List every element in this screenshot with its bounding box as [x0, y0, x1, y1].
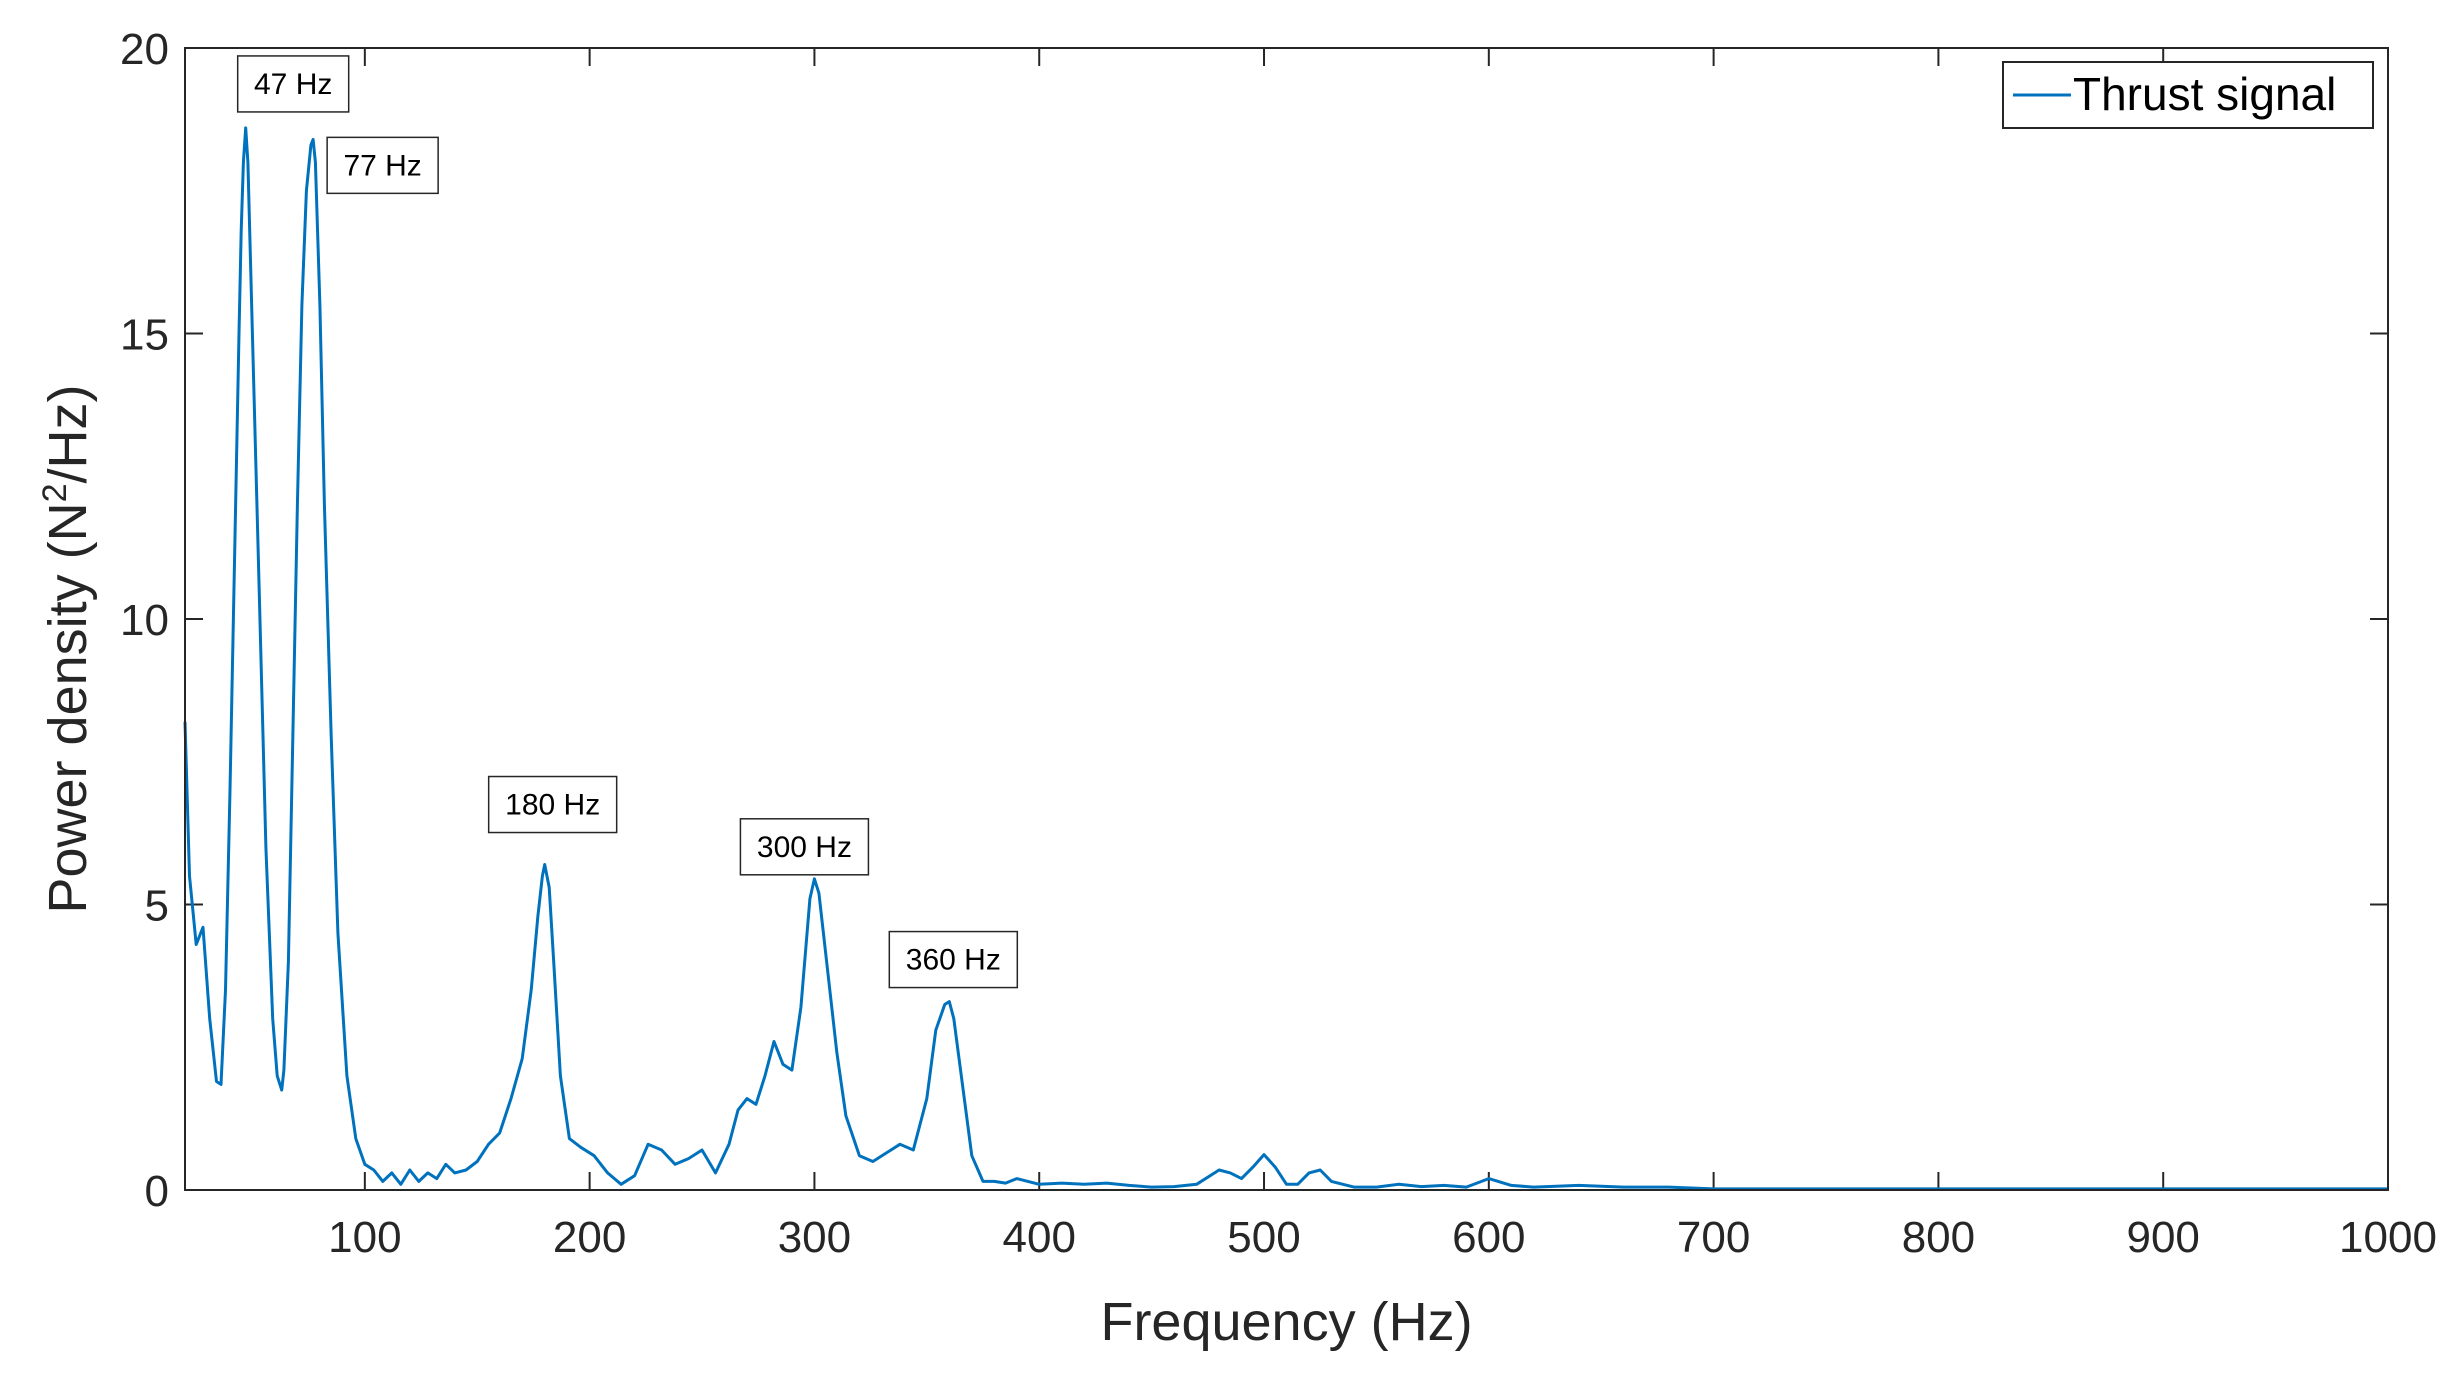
x-tick-label: 800 [1902, 1213, 1975, 1262]
x-tick-label: 1000 [2339, 1213, 2437, 1262]
annotation-callout: 360 Hz [888, 930, 1019, 989]
plot-frame [184, 47, 2389, 1191]
x-tick-label: 100 [328, 1213, 401, 1262]
annotation-box [739, 818, 870, 876]
y-axis-label-suffix: /Hz) [38, 384, 98, 483]
x-tick-label: 900 [2126, 1213, 2199, 1262]
y-axis-label-superscript: 2 [36, 483, 74, 502]
annotation-callout: 77 Hz [326, 136, 439, 195]
tick-labels: 100 200 300 400 500 600 700 800 900 1000 0 5 10 15 20 [120, 25, 2437, 1262]
annotation-box [487, 775, 618, 834]
x-axis-label: Frequency (Hz) [1100, 1292, 1472, 1352]
y-axis-label: Power density (N2/Hz) [36, 384, 98, 913]
x-tick-label: 700 [1677, 1213, 1750, 1262]
x-tick-label: 200 [553, 1213, 626, 1262]
y-tick-label: 20 [120, 25, 169, 74]
y-tick-label: 5 [145, 882, 169, 931]
annotation-callout: 180 Hz [487, 775, 618, 834]
x-tick-label: 300 [778, 1213, 851, 1262]
annotation-box [888, 930, 1019, 989]
plot-background [185, 48, 2388, 1190]
annotation-label: 47 Hz [254, 68, 332, 101]
annotation-label: 77 Hz [343, 149, 421, 182]
annotation-box [236, 55, 350, 113]
legend: Thrust signal [2002, 61, 2374, 129]
annotation-label: 300 Hz [757, 831, 852, 864]
y-tick-label: 15 [120, 311, 169, 360]
legend-entry-thrust-signal: Thrust signal [2073, 68, 2336, 120]
peak-annotations: 47 Hz 77 Hz 180 Hz 300 Hz 360 Hz [236, 55, 1019, 989]
y-tick-label: 10 [120, 596, 169, 645]
y-tick-label: 0 [145, 1167, 169, 1216]
x-tick-label: 400 [1003, 1213, 1076, 1262]
annotation-callout: 47 Hz [236, 55, 350, 113]
y-axis-label-prefix: Power density (N [38, 502, 98, 913]
annotation-callout: 300 Hz [739, 818, 870, 876]
annotation-label: 360 Hz [906, 944, 1001, 977]
x-tick-label: 500 [1227, 1213, 1300, 1262]
thrust-signal-line [183, 126, 2388, 1191]
annotation-label: 180 Hz [505, 789, 600, 822]
annotation-box [326, 136, 439, 195]
x-tick-label: 600 [1452, 1213, 1525, 1262]
